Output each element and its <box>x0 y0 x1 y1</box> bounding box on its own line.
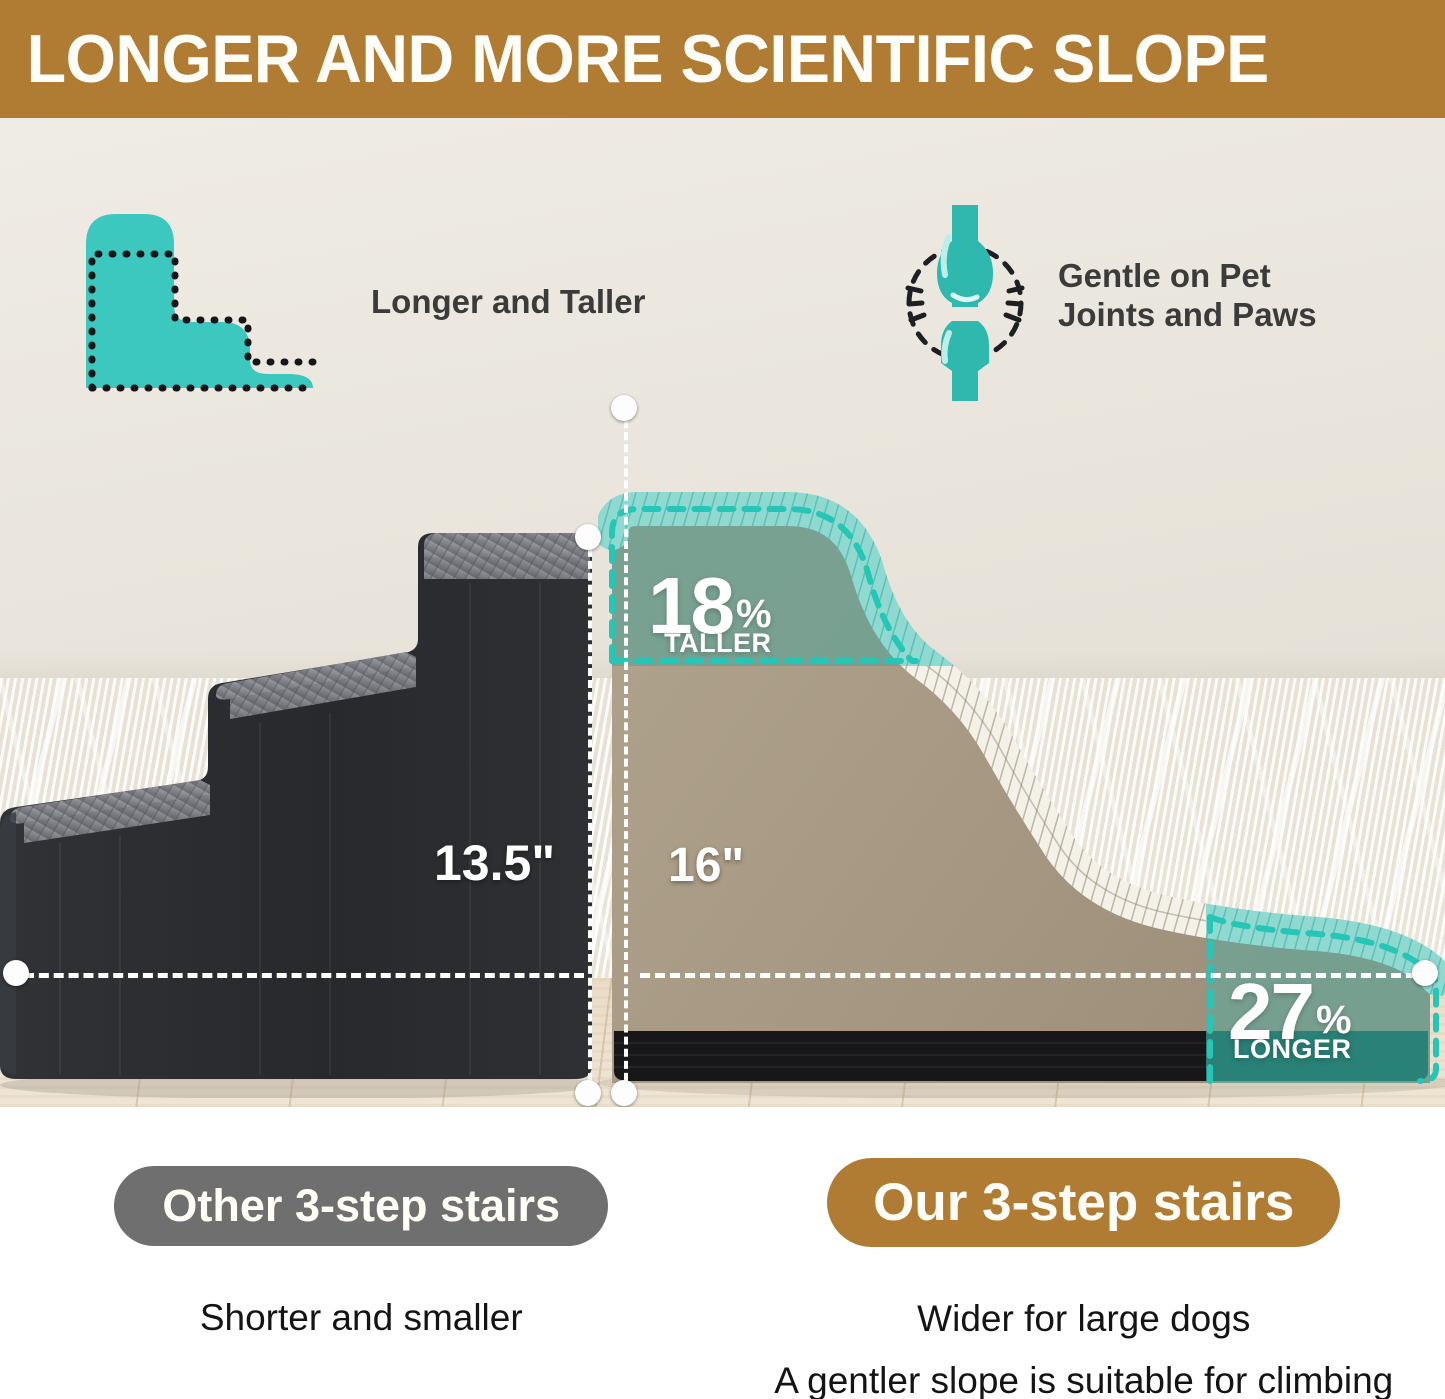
measure-dot-competitor-left <box>3 960 29 986</box>
pill-other-stairs: Other 3-step stairs <box>114 1166 609 1246</box>
pet-joint-bone-icon <box>905 203 1025 401</box>
measure-dot-our-right <box>1412 960 1438 986</box>
feature-label-line1: Longer and Taller <box>371 283 646 321</box>
feature-label-line1: Gentle on Pet <box>1058 256 1271 294</box>
measure-dot-our-top <box>611 395 637 421</box>
our-width-line <box>640 973 1416 978</box>
comparison-column-competitor: Other 3-step stairs Shorter and smaller <box>0 1107 723 1399</box>
product-photo-panel: Longer and Taller <box>0 118 1445 1107</box>
feature-label-gentle-joints: Gentle on Pet Joints and Paws <box>1058 257 1317 335</box>
feature-longer-taller: Longer and Taller <box>82 210 645 395</box>
pill-our-stairs: Our 3-step stairs <box>827 1158 1341 1247</box>
measure-dot-competitor-top <box>575 524 601 550</box>
badge-taller-value: 18 <box>648 561 735 650</box>
badge-18-percent-taller: 18% TALLER <box>648 566 772 659</box>
badge-taller-symbol: % <box>735 591 772 636</box>
our-description-line1: Wider for large dogs <box>917 1298 1251 1339</box>
feature-label-line2: Joints and Paws <box>1058 295 1317 333</box>
comparison-column-ours: Our 3-step stairs Wider for large dogs A… <box>723 1107 1445 1399</box>
competitor-height-label: 13.5" <box>434 835 556 891</box>
measure-dot-competitor-bottom <box>575 1080 601 1106</box>
competitor-width-line <box>24 973 584 978</box>
measure-dot-our-bottom <box>611 1080 637 1106</box>
stairs-silhouette-icon <box>82 210 318 395</box>
our-height-line <box>624 408 628 1093</box>
feature-label-longer-taller: Longer and Taller <box>371 283 645 322</box>
comparison-section: Other 3-step stairs Shorter and smaller … <box>0 1107 1445 1399</box>
page-title: LONGER AND MORE SCIENTIFIC SLOPE <box>26 21 1270 97</box>
our-height-label: 16" <box>668 839 745 892</box>
badge-taller-word: TALLER <box>664 628 772 658</box>
feature-gentle-joints: Gentle on Pet Joints and Paws <box>905 203 1317 401</box>
competitor-stairs-product <box>0 523 600 1099</box>
our-description-line2: A gentler slope is suitable for climbing <box>774 1359 1394 1399</box>
badge-27-percent-longer: 27% LONGER <box>1228 972 1352 1065</box>
competitor-description-line1: Shorter and smaller <box>199 1297 523 1338</box>
header-banner: LONGER AND MORE SCIENTIFIC SLOPE <box>0 0 1445 118</box>
competitor-height-line <box>588 537 592 1093</box>
badge-longer-word: LONGER <box>1233 1034 1352 1064</box>
badge-longer-value: 27 <box>1228 967 1315 1056</box>
badge-longer-symbol: % <box>1315 997 1352 1042</box>
our-ramp-product <box>595 383 1445 1099</box>
